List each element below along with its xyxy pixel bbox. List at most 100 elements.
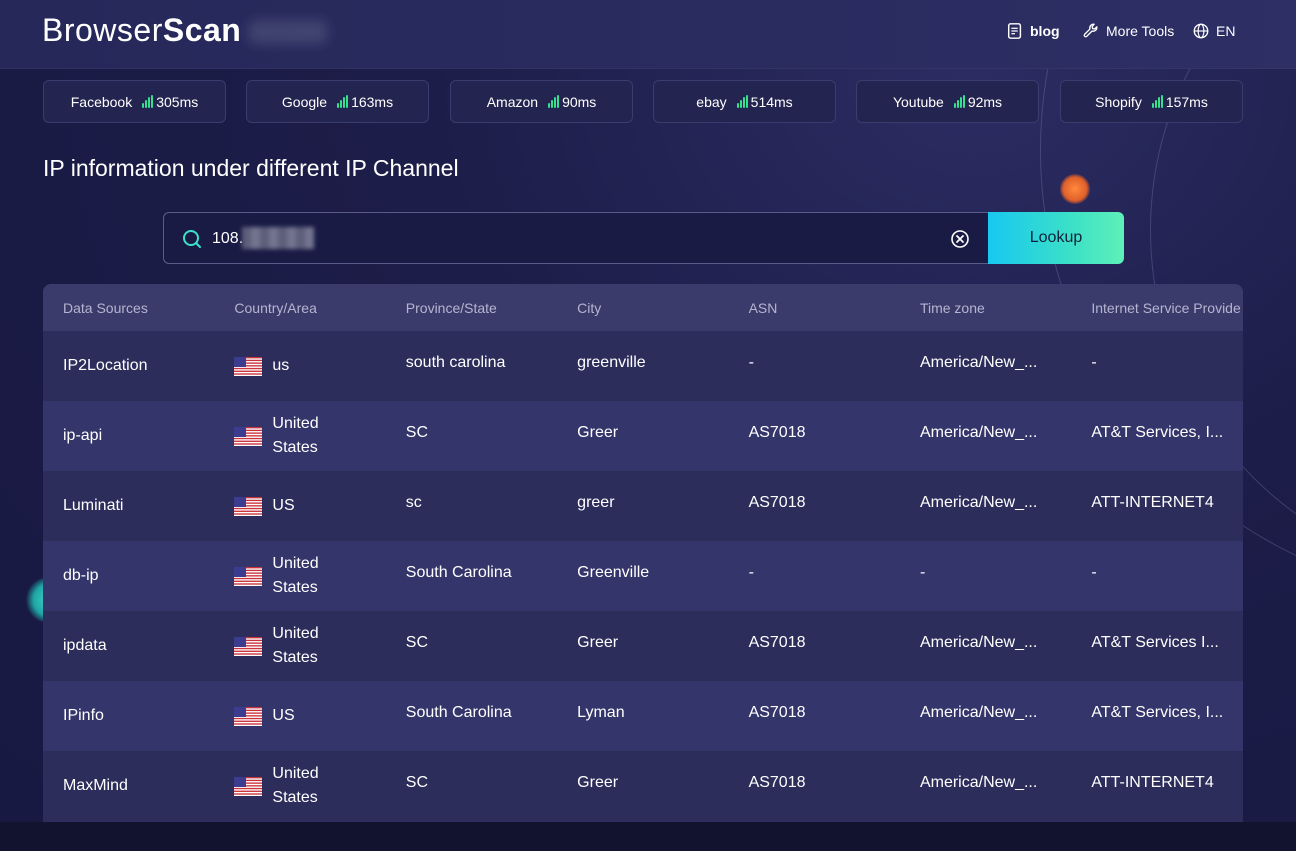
- wrench-icon: [1083, 23, 1098, 38]
- ping-latency: 305ms: [142, 94, 198, 110]
- nav-more-tools-label: More Tools: [1106, 23, 1175, 39]
- country-text: United States: [272, 625, 319, 666]
- table-cell: America/New_...: [919, 494, 1038, 511]
- ping-item: Amazon 90ms: [450, 80, 633, 123]
- lookup-button[interactable]: Lookup: [988, 212, 1124, 264]
- us-flag-icon: [234, 776, 263, 796]
- data-source-cell: IP2Location: [63, 357, 148, 374]
- ping-site-label: Facebook: [70, 93, 133, 110]
- table-cell: sc: [405, 494, 422, 511]
- country-cell: United States: [214, 412, 385, 460]
- redacted-blur: [248, 20, 328, 44]
- table-cell: AS7018: [748, 774, 806, 791]
- us-flag-icon: [234, 636, 263, 656]
- nav-blog-link[interactable]: blog: [1006, 22, 1060, 40]
- country-cell: United States: [214, 552, 385, 600]
- section-title: IP information under different IP Channe…: [43, 155, 459, 181]
- table-cell: ATT-INTERNET4: [1091, 774, 1214, 791]
- country-text: us: [272, 357, 290, 374]
- column-header: ASN: [748, 299, 778, 316]
- table-cell: AS7018: [748, 634, 806, 651]
- signal-icon: [953, 95, 965, 108]
- clear-icon[interactable]: [950, 229, 970, 249]
- country-cell: us: [214, 354, 385, 378]
- signal-icon: [1151, 95, 1163, 108]
- top-header: BrowserScan blog More Tools EN: [0, 0, 1296, 69]
- data-source-cell: MaxMind: [63, 777, 128, 794]
- us-flag-icon: [234, 566, 263, 586]
- ping-ms-value: 305ms: [156, 93, 199, 110]
- column-header: City: [577, 299, 602, 316]
- nav-language-select[interactable]: EN: [1192, 22, 1235, 40]
- column-header: Data Sources: [63, 299, 148, 316]
- ping-item: Youtube 92ms: [856, 80, 1039, 123]
- country-text: United States: [272, 765, 319, 806]
- data-source-cell: ip-api: [63, 427, 103, 444]
- ping-site-label: Amazon: [486, 93, 539, 110]
- ping-latency: 92ms: [953, 93, 1003, 110]
- us-flag-icon: [234, 356, 263, 376]
- ping-site-label: Youtube: [892, 93, 944, 110]
- country-text: US: [272, 707, 295, 724]
- column-header: Time zone: [919, 299, 985, 316]
- ping-item: Google 163ms: [246, 80, 429, 123]
- ping-latency: 90ms: [548, 94, 596, 110]
- ping-site-label: ebay: [696, 93, 727, 110]
- country-text: United States: [272, 415, 319, 456]
- signal-icon: [548, 95, 560, 108]
- data-source-cell: ipdata: [63, 637, 107, 654]
- data-source-cell: db-ip: [63, 567, 99, 584]
- table-cell: SC: [405, 634, 429, 651]
- table-row: MaxMind United States SC Greer AS7018 America…: [43, 751, 1243, 821]
- column-header: Internet Service Provide: [1091, 299, 1241, 316]
- column-header: Province/State: [405, 299, 497, 316]
- table-cell: Lyman: [577, 704, 625, 721]
- table-row: IP2Location us south carolina greenville - Am…: [43, 331, 1243, 401]
- ping-latency: 514ms: [736, 93, 793, 110]
- table-cell: Greer: [577, 774, 619, 791]
- table-cell: AS7018: [748, 494, 806, 511]
- us-flag-icon: [234, 706, 263, 726]
- ping-ms-value: 514ms: [750, 93, 793, 110]
- nav-more-tools-link[interactable]: More Tools: [1082, 22, 1174, 40]
- table-cell: ATT-INTERNET4: [1091, 494, 1214, 511]
- country-cell: US: [214, 704, 385, 728]
- country-cell: US: [214, 494, 385, 518]
- table-cell: AT&T Services, I...: [1091, 424, 1224, 441]
- logo[interactable]: BrowserScan: [42, 12, 241, 49]
- logo-text-browser: Browser: [42, 12, 163, 48]
- ip-search-bar: Lookup: [163, 212, 1124, 264]
- globe-icon: [1193, 23, 1209, 39]
- nav-language-label: EN: [1216, 23, 1236, 39]
- table-cell: Greenville: [577, 564, 650, 581]
- us-flag-icon: [234, 496, 263, 516]
- table-cell: SC: [405, 424, 429, 441]
- table-row: Luminati US sc greer AS7018 America/New_... AT…: [43, 471, 1243, 541]
- ping-item: Facebook 305ms: [43, 80, 226, 123]
- table-cell: AT&T Services I...: [1091, 634, 1219, 651]
- table-cell: America/New_...: [919, 704, 1038, 721]
- ping-item: ebay 514ms: [653, 80, 836, 123]
- table-cell: -: [748, 564, 754, 581]
- country-cell: United States: [214, 622, 385, 670]
- table-row: ipdata United States SC Greer AS7018 America/…: [43, 611, 1243, 681]
- column-header: Country/Area: [234, 299, 317, 316]
- redacted-blur: [242, 227, 314, 249]
- country-text: US: [272, 497, 295, 514]
- country-text: United States: [272, 555, 319, 596]
- table-cell: SC: [405, 774, 429, 791]
- ping-ms-value: 92ms: [967, 93, 1003, 110]
- table-cell: AT&T Services, I...: [1091, 704, 1224, 721]
- ping-site-label: Shopify: [1095, 93, 1142, 110]
- decor-planet-orange: [1060, 174, 1090, 204]
- table-cell: south carolina: [405, 354, 506, 371]
- signal-icon: [142, 95, 154, 108]
- page-footer-strip: [0, 822, 1296, 851]
- table-cell: greenville: [577, 354, 646, 371]
- table-cell: -: [748, 354, 754, 371]
- table-cell: America/New_...: [919, 424, 1038, 441]
- table-row: db-ip United States South Carolina Greenvil…: [43, 541, 1243, 611]
- table-cell: America/New_...: [919, 354, 1038, 371]
- signal-icon: [736, 95, 748, 108]
- country-cell: United States: [214, 762, 385, 810]
